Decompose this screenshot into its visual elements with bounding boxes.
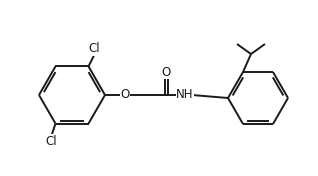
- Text: Cl: Cl: [46, 135, 57, 148]
- Text: NH: NH: [176, 89, 194, 102]
- Text: O: O: [161, 65, 171, 78]
- Text: Cl: Cl: [89, 42, 100, 55]
- Text: O: O: [121, 89, 130, 102]
